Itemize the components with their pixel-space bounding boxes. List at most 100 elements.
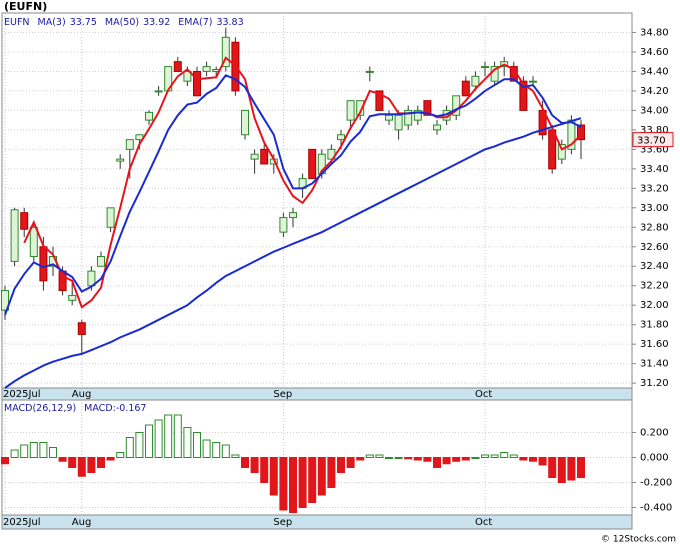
x-tick-label: 2025Jul xyxy=(3,389,41,400)
candle-body xyxy=(471,75,480,87)
legend-text: MA(3) xyxy=(38,17,66,28)
price-panel xyxy=(1,12,633,389)
macd-bar xyxy=(202,439,211,458)
candle-body xyxy=(433,124,441,131)
candle-body xyxy=(356,100,365,116)
candle-body xyxy=(97,256,105,267)
candle-body xyxy=(577,124,585,141)
y-tick-label: 32.00 xyxy=(640,300,669,311)
macd-bar xyxy=(250,457,259,473)
y-tick-label: 34.60 xyxy=(640,47,669,58)
macd-bar xyxy=(529,457,537,462)
footer: © 12Stocks.com xyxy=(601,535,676,545)
y-tick-label: 0.200 xyxy=(640,428,669,439)
y-tick-label: 0.000 xyxy=(640,453,669,464)
macd-bar xyxy=(337,457,345,473)
candle-body xyxy=(116,158,125,162)
macd-bar xyxy=(298,457,307,508)
y-tick-label: 31.80 xyxy=(640,320,669,331)
legend-text: EMA(7) xyxy=(178,17,212,28)
candle-body xyxy=(279,217,288,233)
macd-bar xyxy=(471,457,480,459)
macd-bar xyxy=(260,457,269,483)
x-tick-label: Oct xyxy=(475,517,492,528)
y-tick-label: 31.20 xyxy=(640,378,669,389)
candle-body xyxy=(289,212,297,219)
legend: MACD(26,12,9) MACD:-0.167 xyxy=(4,403,146,414)
macd-bar xyxy=(87,457,96,473)
macd-bar xyxy=(356,457,365,461)
macd-bar xyxy=(49,447,57,458)
x-tick-label: 2025Jul xyxy=(3,517,41,528)
macd-bar xyxy=(135,432,144,458)
y-tick-label: -0.400 xyxy=(640,503,672,514)
macd-bar xyxy=(461,457,470,461)
candle-body xyxy=(394,114,403,131)
candle-body xyxy=(375,90,384,111)
macd-bar xyxy=(346,457,355,468)
candle-body xyxy=(404,109,413,126)
macd-bar xyxy=(221,444,230,458)
y-tick-label: 33.80 xyxy=(640,125,669,136)
candle-body xyxy=(260,148,269,165)
candle-body xyxy=(125,139,134,150)
macd-bar xyxy=(29,442,38,458)
x-tick-label: Sep xyxy=(273,389,292,400)
macd-bar xyxy=(433,457,441,468)
candle-body xyxy=(154,90,163,93)
y-tick-label: 34.40 xyxy=(640,66,669,77)
date-strip xyxy=(1,514,633,530)
macd-bar xyxy=(567,457,576,481)
candle-body xyxy=(250,153,259,160)
last-price-label: 33.70 xyxy=(637,136,666,147)
candle-body xyxy=(202,66,211,72)
macd-bar xyxy=(106,457,115,461)
macd-bar xyxy=(145,424,153,458)
macd-bar xyxy=(365,454,374,458)
macd-bar xyxy=(308,457,317,503)
macd-bar xyxy=(20,444,29,458)
macd-bar xyxy=(404,457,413,460)
legend-text: EUFN xyxy=(4,17,30,28)
y-tick-label: 33.40 xyxy=(640,164,669,175)
y-tick-label: 33.00 xyxy=(640,203,669,214)
candle-body xyxy=(308,148,317,180)
macd-bar xyxy=(97,457,105,468)
date-strip xyxy=(1,387,633,401)
macd-bar xyxy=(183,427,192,458)
candle-body xyxy=(193,70,201,97)
line-0 xyxy=(23,56,582,309)
macd-bar xyxy=(279,457,288,511)
macd-bar xyxy=(481,454,489,458)
candle-body xyxy=(173,61,182,72)
legend-text: MACD: xyxy=(84,403,116,414)
y-tick-label: 32.20 xyxy=(640,281,669,292)
candle-body xyxy=(10,209,19,262)
line-1 xyxy=(4,117,582,389)
candle-body xyxy=(413,109,422,121)
macd-bar xyxy=(413,457,422,461)
x-tick-label: Sep xyxy=(273,517,292,528)
candle-body xyxy=(68,294,77,301)
candle-body xyxy=(461,80,470,97)
candle-body xyxy=(385,114,393,121)
macd-bar xyxy=(164,414,173,458)
candle-body xyxy=(337,134,345,141)
candle-body xyxy=(1,290,9,311)
macd-bar xyxy=(452,457,461,462)
chart-title: (EUFN) xyxy=(4,0,47,13)
legend-text: 33.75 xyxy=(70,17,97,28)
macd-bar xyxy=(394,457,403,459)
macd-bar xyxy=(212,442,221,458)
macd-bar xyxy=(241,457,249,468)
candle-body xyxy=(481,66,489,69)
macd-bar xyxy=(548,457,557,478)
candle-body xyxy=(29,226,38,258)
candle-body xyxy=(365,70,374,73)
x-tick-label: Aug xyxy=(72,517,92,528)
x-tick-label: Oct xyxy=(475,389,492,400)
candle-body xyxy=(183,70,192,82)
macd-bar xyxy=(519,457,528,461)
y-tick-label: 33.20 xyxy=(640,183,669,194)
